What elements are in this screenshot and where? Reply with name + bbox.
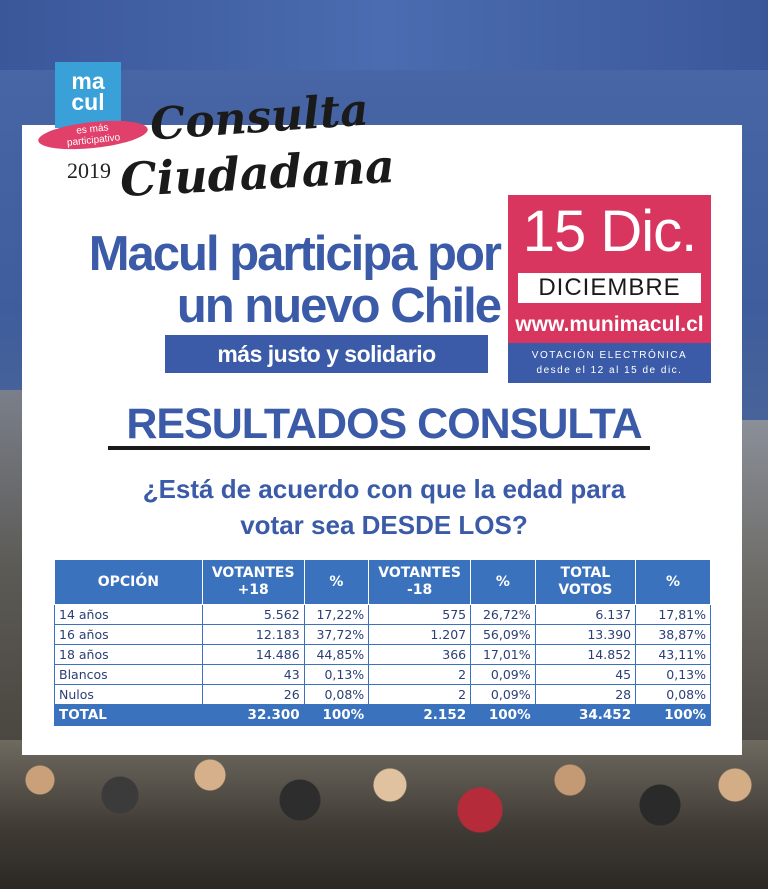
- vote-line-1: VOTACIÓN ELECTRÓNICA: [531, 350, 688, 361]
- table-total-row: TOTAL 32.300 100% 2.152 100% 34.452 100%: [54, 704, 711, 726]
- date-month-label: DICIEMBRE: [518, 273, 701, 303]
- header-pct-2: %: [470, 559, 536, 605]
- total-cell: 32.300: [201, 704, 305, 726]
- logo-text-2: cul: [71, 89, 105, 115]
- table-cell: 0,09%: [470, 684, 536, 705]
- table-cell: 5.562: [201, 604, 305, 625]
- row-label: Nulos: [54, 684, 203, 705]
- header-text: OPCIÓN: [97, 573, 159, 590]
- table-cell: 0,13%: [635, 664, 711, 685]
- total-cell: 100%: [303, 704, 370, 726]
- row-label: Blancos: [54, 664, 203, 685]
- table-cell: 6.137: [534, 604, 637, 625]
- table-cell: 37,72%: [303, 624, 370, 645]
- table-cell: 13.390: [534, 624, 637, 645]
- table-cell: 17,81%: [635, 604, 711, 625]
- header-opcion: OPCIÓN: [54, 559, 203, 605]
- row-label: 16 años: [54, 624, 203, 645]
- headline-subline: más justo y solidario: [165, 335, 488, 373]
- question-line2: votar sea DESDE LOS?: [240, 510, 528, 540]
- total-label: TOTAL: [54, 704, 203, 726]
- table-cell: 14.486: [201, 644, 305, 665]
- header-pct-3: %: [635, 559, 711, 605]
- header-pct-1: %: [303, 559, 370, 605]
- date-box: 15 Dic. DICIEMBRE www.munimacul.cl VOTAC…: [508, 195, 711, 383]
- table-cell: 38,87%: [635, 624, 711, 645]
- total-cell: 34.452: [534, 704, 637, 726]
- table-cell: 26,72%: [470, 604, 536, 625]
- total-cell: 2.152: [368, 704, 472, 726]
- vote-line-2: desde el 12 al 15 de dic.: [536, 365, 683, 376]
- row-label: 14 años: [54, 604, 203, 625]
- table-header-row: OPCIÓN VOTANTES +18 % VOTANTES -18 % TOT…: [54, 559, 711, 605]
- header-votantes-mayores: VOTANTES +18: [201, 559, 305, 605]
- table-cell: 45: [534, 664, 637, 685]
- date-box-top: 15 Dic. DICIEMBRE www.munimacul.cl: [508, 195, 711, 343]
- table-cell: 56,09%: [470, 624, 536, 645]
- table-row: 18 años 14.486 44,85% 366 17,01% 14.852 …: [54, 644, 711, 665]
- date-big-text: 15 Dic.: [522, 199, 698, 264]
- table-cell: 17,22%: [303, 604, 370, 625]
- crowd-photo: [0, 740, 768, 889]
- table-cell: 0,09%: [470, 664, 536, 685]
- table-row: 14 años 5.562 17,22% 575 26,72% 6.137 17…: [54, 604, 711, 625]
- headline-line2: un nuevo Chile: [176, 279, 502, 333]
- background-banner: [0, 0, 768, 70]
- table-cell: 14.852: [534, 644, 637, 665]
- row-label: 18 años: [54, 644, 203, 665]
- table-cell: 43: [201, 664, 305, 685]
- table-cell: 0,08%: [635, 684, 711, 705]
- table-cell: 1.207: [368, 624, 472, 645]
- crowd-photo-left: [0, 390, 22, 750]
- table-cell: 12.183: [201, 624, 305, 645]
- header-votantes-menores: VOTANTES -18: [368, 559, 472, 605]
- table-cell: 44,85%: [303, 644, 370, 665]
- table-row: Nulos 26 0,08% 2 0,09% 28 0,08%: [54, 684, 711, 705]
- table-cell: 26: [201, 684, 305, 705]
- total-cell: 100%: [470, 704, 536, 726]
- table-cell: 575: [368, 604, 472, 625]
- table-cell: 0,08%: [303, 684, 370, 705]
- table-cell: 17,01%: [470, 644, 536, 665]
- question-line1: ¿Está de acuerdo con que la edad para: [142, 474, 626, 504]
- table-cell: 28: [534, 684, 637, 705]
- table-row: Blancos 43 0,13% 2 0,09% 45 0,13%: [54, 664, 711, 685]
- macul-logo: ma cul: [55, 62, 121, 128]
- crowd-photo-right: [742, 420, 768, 750]
- table-cell: 2: [368, 684, 472, 705]
- year-label: 2019: [67, 158, 111, 183]
- headline-line1: Macul participa por: [88, 227, 502, 281]
- table-cell: 43,11%: [635, 644, 711, 665]
- table-cell: 366: [368, 644, 472, 665]
- table-cell: 0,13%: [303, 664, 370, 685]
- results-title: RESULTADOS CONSULTA: [126, 400, 642, 448]
- website-url: www.munimacul.cl: [515, 313, 704, 336]
- logo-text-1: ma: [71, 68, 105, 94]
- table-row: 16 años 12.183 37,72% 1.207 56,09% 13.39…: [54, 624, 711, 645]
- table-cell: 2: [368, 664, 472, 685]
- results-table: OPCIÓN VOTANTES +18 % VOTANTES -18 % TOT…: [54, 559, 711, 726]
- results-underline: [108, 446, 650, 450]
- header-total-votos: TOTAL VOTOS: [534, 559, 637, 605]
- date-box-bottom: VOTACIÓN ELECTRÓNICA desde el 12 al 15 d…: [508, 343, 711, 383]
- total-cell: 100%: [635, 704, 711, 726]
